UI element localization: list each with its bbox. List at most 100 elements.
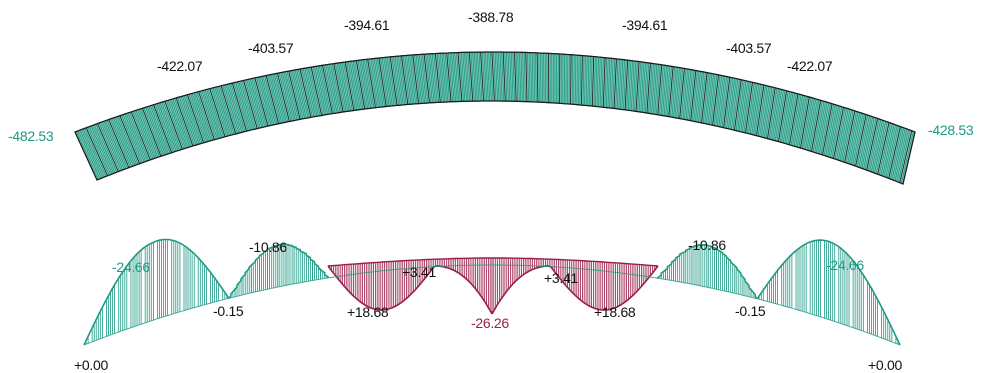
axial-hatch-line (831, 106, 843, 159)
axial-hatch-line (762, 86, 771, 138)
axial-hatch-line (105, 120, 127, 169)
axial-hatch-line (860, 116, 872, 168)
axial-hatch-line (869, 119, 882, 172)
moment-label-right-end: +0.00 (868, 357, 902, 373)
axial-hatch-line (251, 78, 266, 127)
axial-hatch-line (404, 55, 412, 105)
axial-hatch-line (485, 51, 489, 102)
axial-hatch-line (574, 55, 577, 105)
axial-hatch-line (707, 73, 714, 125)
axial-hatch-line (644, 62, 650, 113)
axial-hatch-line (278, 72, 292, 122)
axial-hatch-line (729, 78, 737, 130)
axial-hatch-line (607, 58, 611, 108)
axial-hatch-line (691, 70, 698, 122)
axial-hatch-line (506, 52, 509, 102)
axial-hatch-line (828, 105, 839, 158)
axial-hatch-line (333, 63, 344, 113)
axial-hatch-line (240, 81, 255, 130)
axial-hatch-line (774, 89, 784, 141)
axial-hatch-line (113, 117, 134, 167)
axial-hatch-line (344, 61, 355, 111)
axial-hatch-line (501, 51, 505, 102)
axial-hatch-line (230, 83, 246, 132)
axial-hatch-line (227, 84, 243, 133)
axial-hatch-line (609, 58, 612, 108)
axial-hatch-line (449, 52, 455, 102)
axial-hatch-line (435, 53, 441, 103)
axial-hatch-line (161, 102, 180, 151)
axial-hatch-line (520, 52, 523, 102)
axial-hatch-line (306, 67, 318, 117)
axial-hatch-line (785, 92, 796, 144)
axial-hatch-line (114, 117, 136, 166)
axial-hatch-line (624, 60, 629, 110)
axial-hatch-line (573, 54, 575, 105)
axial-hatch-line (570, 54, 572, 105)
axial-hatch-line (405, 55, 413, 105)
moment-label-right-second-peak: -10.86 (688, 237, 726, 253)
axial-hatch-line (232, 82, 247, 132)
axial-hatch-line (577, 55, 580, 105)
axial-hatch-line (523, 52, 526, 102)
axial-hatch-line (393, 56, 401, 106)
axial-hatch-line (768, 88, 778, 140)
axial-hatch-line (454, 52, 460, 102)
axial-hatch-line (826, 105, 838, 157)
axial-hatch-line (593, 56, 596, 107)
axial-hatch-line (82, 128, 105, 178)
axial-hatch-line (795, 95, 805, 147)
axial-hatch-line (170, 99, 189, 148)
axial-hatch-line (793, 95, 804, 147)
axial-hatch-line (680, 68, 687, 119)
axial-hatch-line (778, 90, 787, 142)
axial-hatch-line (682, 68, 689, 120)
axial-hatch-line (648, 63, 653, 114)
axial-hatch-line (657, 64, 663, 115)
axial-hatch-line (601, 57, 604, 108)
axial-hatch-line (360, 59, 370, 109)
axial-hatch-line (716, 75, 724, 127)
axial-hatch-line (223, 84, 240, 134)
axial-label-r2: -403.57 (726, 40, 772, 56)
axial-label-r3: -394.61 (622, 17, 668, 33)
axial-hatch-line (198, 91, 215, 140)
axial-hatch-line (871, 120, 883, 172)
axial-hatch-line (79, 130, 102, 179)
axial-hatch-line (627, 60, 632, 111)
axial-hatch-line (185, 95, 203, 144)
axial-hatch-line (182, 95, 200, 145)
axial-hatch-line (214, 87, 230, 136)
axial-hatch-line (576, 55, 578, 105)
axial-hatch-line (745, 82, 753, 133)
moment-label-left-end: +0.00 (74, 357, 108, 373)
axial-hatch-line (651, 63, 656, 114)
axial-hatch-line (415, 54, 423, 104)
axial-hatch-line (357, 60, 367, 109)
axial-hatch-line (841, 109, 852, 162)
axial-hatch-line (103, 121, 125, 170)
axial-hatch-line (417, 54, 424, 104)
axial-hatch-line (119, 115, 140, 164)
axial-hatch-line (814, 101, 825, 153)
axial-hatch-line (444, 53, 450, 102)
axial-hatch-line (299, 68, 312, 118)
axial-hatch-line (819, 102, 830, 154)
axial-hatch-line (288, 71, 301, 120)
axial-hatch-line (525, 52, 528, 102)
axial-hatch-line (468, 52, 474, 102)
axial-hatch-line (457, 52, 463, 102)
moment-label-left-peak: -24.66 (112, 259, 150, 275)
axial-hatch-line (599, 57, 603, 107)
axial-hatch-line (530, 52, 533, 102)
axial-hatch-line (825, 104, 836, 157)
axial-hatch-line (347, 61, 358, 111)
axial-hatch-line (567, 54, 569, 104)
axial-hatch-line (220, 85, 237, 135)
axial-hatch-line (757, 85, 766, 137)
axial-hatch-line (76, 131, 99, 180)
axial-hatch-line (380, 57, 389, 107)
axial-hatch-line (201, 90, 218, 140)
axial-hatch-line (517, 52, 520, 102)
